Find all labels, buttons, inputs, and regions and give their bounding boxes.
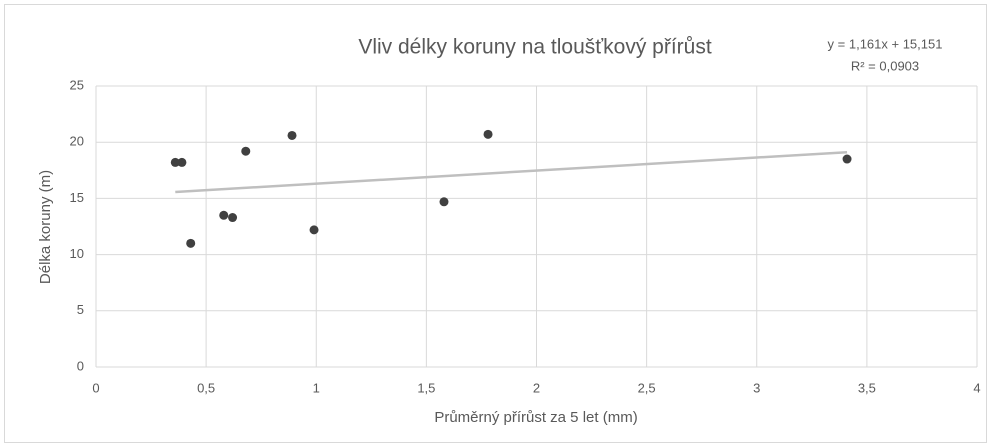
x-tick-label: 4 xyxy=(973,380,980,395)
x-tick-label: 3 xyxy=(753,380,760,395)
y-axis-label: Délka koruny (m) xyxy=(37,170,54,284)
data-point xyxy=(483,129,493,139)
data-point xyxy=(842,154,852,164)
y-tick-label: 0 xyxy=(77,358,84,373)
chart-title: Vliv délky koruny na tloušťkový přírůst xyxy=(358,36,712,59)
data-point xyxy=(309,225,319,235)
x-tick-label: 0,5 xyxy=(197,380,215,395)
y-tick-label: 20 xyxy=(70,134,84,149)
trend-r2: R² = 0,0903 xyxy=(851,58,919,73)
x-tick-label: 2,5 xyxy=(638,380,656,395)
x-tick-label: 1 xyxy=(313,380,320,395)
trendline xyxy=(175,150,848,194)
x-axis-label: Průměrný přírůst za 5 let (mm) xyxy=(434,409,637,426)
chart-border xyxy=(4,4,987,443)
data-point xyxy=(170,157,180,167)
y-tick-label: 15 xyxy=(70,190,84,205)
data-point xyxy=(219,210,229,220)
y-tick-label: 10 xyxy=(70,246,84,261)
x-tick-label: 1,5 xyxy=(417,380,435,395)
x-tick-label: 3,5 xyxy=(858,380,876,395)
data-point xyxy=(186,238,196,248)
x-tick-label: 0 xyxy=(92,380,99,395)
x-tick-label: 2 xyxy=(533,380,540,395)
y-tick-label: 5 xyxy=(77,302,84,317)
data-point xyxy=(439,197,449,207)
data-point xyxy=(241,146,251,156)
data-point xyxy=(287,130,297,140)
trend-equation: y = 1,161x + 15,151 xyxy=(828,36,943,51)
y-tick-label: 25 xyxy=(70,77,84,92)
data-point xyxy=(228,213,238,223)
data-point xyxy=(177,157,187,167)
